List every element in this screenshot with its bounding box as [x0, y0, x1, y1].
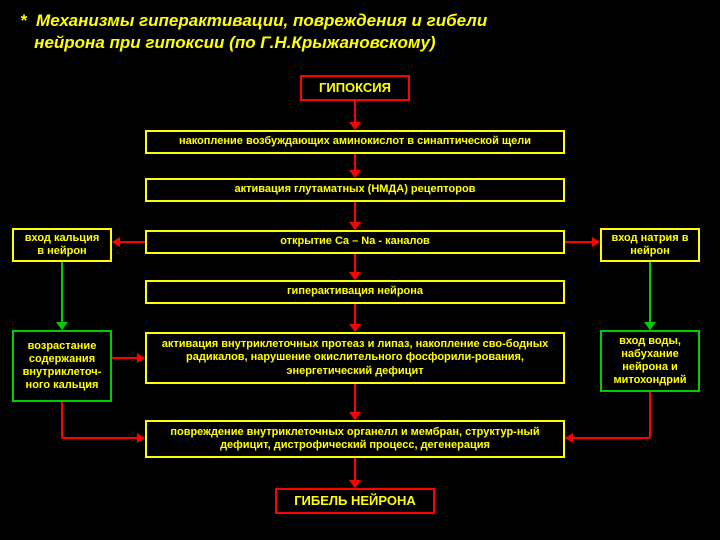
arrow-head-down — [644, 322, 656, 330]
elbow-head-right — [137, 433, 145, 443]
node-water_in: вход воды, набухание нейрона и митохондр… — [600, 330, 700, 392]
node-damage: повреждение внутриклеточных органелл и м… — [145, 420, 565, 458]
node-hypoxia: ГИПОКСИЯ — [300, 75, 410, 101]
arrow-head-down — [349, 480, 361, 488]
arrow-head-down — [349, 170, 361, 178]
arrow-head-down — [56, 322, 68, 330]
node-calcium_increase: возрастание содержания внутриклеточ-ного… — [12, 330, 112, 402]
node-death: ГИБЕЛЬ НЕЙРОНА — [275, 488, 435, 514]
arrow-head-down — [349, 412, 361, 420]
arrow-stem — [354, 384, 356, 412]
node-accumulation: накопление возбуждающих аминокислот в си… — [145, 130, 565, 154]
node-ca_na_channels: открытие Ca – Na - каналов — [145, 230, 565, 254]
elbow-v — [649, 392, 651, 438]
arrow-stem — [354, 202, 356, 222]
arrow-stem — [354, 254, 356, 272]
arrow-head-down — [349, 324, 361, 332]
node-intracellular: активация внутриклеточных протеаз и липа… — [145, 332, 565, 384]
arrow-stem — [649, 262, 651, 322]
elbow-v — [61, 402, 63, 438]
arrow-stem — [112, 357, 137, 359]
arrow-stem — [354, 304, 356, 324]
node-sodium_in: вход натрия в нейрон — [600, 228, 700, 262]
arrow-stem — [354, 458, 356, 480]
slide-title: * Механизмы гиперактивации, повреждения … — [20, 10, 700, 54]
node-activation_glut: активация глутаматных (НМДА) рецепторов — [145, 178, 565, 202]
arrow-stem — [120, 241, 145, 243]
arrow-head-right — [137, 353, 145, 363]
elbow-h — [573, 437, 650, 439]
elbow-h — [62, 437, 137, 439]
arrow-head-down — [349, 122, 361, 130]
arrow-stem — [61, 262, 63, 322]
arrow-head-down — [349, 222, 361, 230]
arrow-stem — [565, 241, 592, 243]
arrow-head-right — [592, 237, 600, 247]
arrow-stem — [354, 101, 356, 122]
node-hyperactivation: гиперактивация нейрона — [145, 280, 565, 304]
arrow-head-left — [112, 237, 120, 247]
arrow-stem — [354, 154, 356, 170]
node-calcium_in: вход кальция в нейрон — [12, 228, 112, 262]
elbow-head-left — [565, 433, 573, 443]
arrow-head-down — [349, 272, 361, 280]
